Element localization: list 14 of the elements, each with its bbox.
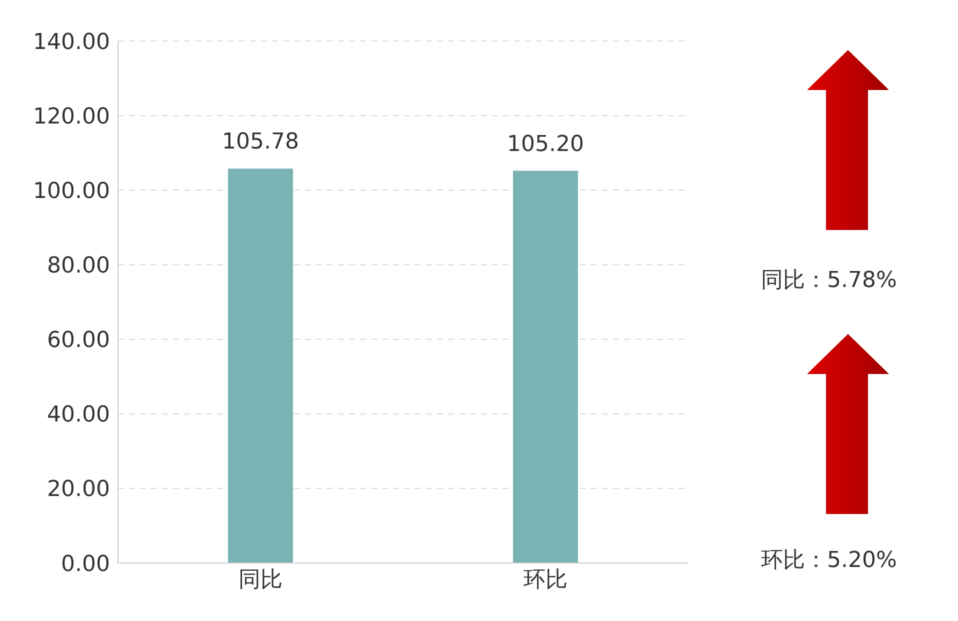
y-tick-label: 100.00 (33, 178, 110, 204)
data-label: 105.78 (222, 130, 299, 155)
y-tick-label: 120.00 (33, 104, 110, 130)
y-tick-label: 80.00 (47, 254, 110, 279)
y-tick-label: 0.00 (61, 552, 110, 577)
y-tick-label: 20.00 (47, 477, 110, 502)
y-tick-label: 40.00 (47, 402, 110, 428)
y-tick-label: 140.00 (33, 30, 110, 55)
text: 环比：5.20% (760, 547, 898, 575)
data-label: 105.20 (507, 132, 584, 157)
y-tick-label: 60.00 (47, 328, 110, 354)
x-tick-label: 同比 (238, 568, 282, 593)
text: 同比：5.78% (760, 267, 898, 295)
x-tick-label: 环比 (524, 568, 568, 593)
